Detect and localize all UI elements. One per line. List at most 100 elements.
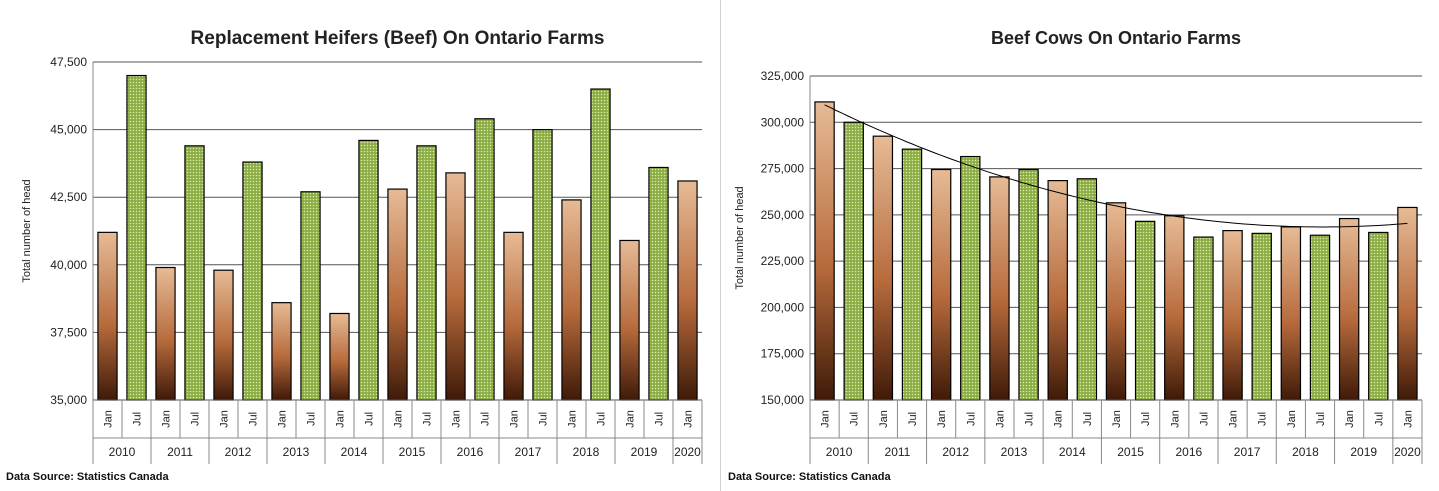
bar-jul: [1018, 168, 1039, 401]
month-tick-label: Jan: [451, 410, 463, 428]
chart-title: Beef Cows On Ontario Farms: [991, 28, 1241, 48]
y-tick-label: 40,000: [50, 258, 87, 272]
bar-jul: [242, 161, 263, 401]
bar-jul: [1076, 178, 1098, 401]
panel-divider: [720, 0, 721, 491]
y-tick-label: 175,000: [761, 347, 805, 361]
bar-jul: [1251, 232, 1272, 401]
year-tick-label: 2020: [1394, 445, 1421, 459]
bar-jul: [358, 139, 379, 401]
month-tick-label: Jul: [190, 412, 202, 426]
month-tick-label: Jan: [509, 410, 521, 428]
y-axis-label: Total number of head: [21, 179, 33, 282]
month-tick-label: Jan: [1286, 410, 1298, 428]
bar-jan: [1338, 217, 1360, 401]
heifers-chart-panel: Replacement Heifers (Beef) On Ontario Fa…: [6, 28, 703, 483]
bar-jul: [843, 121, 864, 401]
year-tick-label: 2010: [826, 445, 853, 459]
year-tick-label: 2017: [1234, 445, 1261, 459]
beef-cows-data-source: Data Source: Statistics Canada: [728, 471, 891, 483]
month-tick-label: Jul: [1257, 412, 1269, 426]
month-tick-label: Jul: [849, 412, 861, 426]
y-tick-label: 45,000: [50, 123, 87, 137]
bar-jan: [503, 231, 524, 401]
month-tick-label: Jul: [596, 412, 608, 426]
month-tick-label: Jul: [422, 412, 434, 426]
heifers-data-source: Data Source: Statistics Canada: [6, 471, 169, 483]
month-tick-label: Jul: [132, 412, 144, 426]
bar-jul: [416, 145, 437, 401]
month-tick-label: Jul: [1198, 412, 1210, 426]
month-tick-label: Jan: [683, 410, 695, 428]
bar-jan: [989, 176, 1010, 401]
heifers-chart: Replacement Heifers (Beef) On Ontario Fa…: [21, 28, 703, 464]
year-tick-label: 2016: [1176, 445, 1203, 459]
year-tick-label: 2016: [457, 445, 484, 459]
y-tick-label: 150,000: [761, 393, 805, 407]
month-tick-label: Jan: [567, 410, 579, 428]
bar-jan: [271, 302, 292, 401]
bar-jan: [1164, 215, 1185, 401]
month-tick-label: Jan: [1111, 410, 1123, 428]
bar-jul: [1309, 234, 1331, 401]
year-tick-label: 2020: [674, 445, 701, 459]
month-tick-label: Jul: [306, 412, 318, 426]
year-tick-label: 2019: [1350, 445, 1377, 459]
y-tick-label: 325,000: [761, 69, 805, 83]
bar-jul: [648, 166, 669, 401]
month-tick-label: Jan: [1228, 410, 1240, 428]
month-tick-label: Jan: [994, 410, 1006, 428]
beef-cows-chart-panel: Beef Cows On Ontario Farms 150,000 175,000…: [722, 0, 1439, 491]
month-tick-label: Jul: [654, 412, 666, 426]
bar-jul: [126, 74, 147, 401]
year-tick-label: 2018: [1292, 445, 1319, 459]
bar-jul: [532, 129, 553, 401]
y-tick-label: 275,000: [761, 162, 805, 176]
bar-jan: [814, 101, 835, 401]
month-tick-label: Jan: [335, 410, 347, 428]
month-tick-label: Jul: [1024, 412, 1036, 426]
trendline: [824, 104, 1408, 228]
month-tick-label: Jan: [936, 410, 948, 428]
month-tick-label: Jul: [364, 412, 376, 426]
bar-jul: [960, 155, 981, 401]
y-tick-label: 300,000: [761, 115, 805, 129]
bar-jan: [1397, 206, 1418, 401]
y-axis-label: Total number of head: [734, 186, 746, 289]
y-tick-label: 225,000: [761, 254, 805, 268]
month-tick-label: Jul: [248, 412, 260, 426]
year-tick-label: 2012: [225, 445, 252, 459]
bar-jan: [1047, 180, 1068, 401]
month-tick-label: Jul: [1315, 412, 1327, 426]
bar-jul: [300, 191, 321, 401]
month-tick-label: Jul: [965, 412, 977, 426]
bar-jul: [1368, 231, 1389, 401]
month-tick-label: Jan: [103, 410, 115, 428]
month-tick-label: Jul: [1140, 412, 1152, 426]
year-tick-label: 2011: [885, 445, 911, 459]
bar-jul: [901, 148, 923, 401]
bar-jan: [1105, 202, 1127, 401]
y-tick-label: 35,000: [50, 393, 87, 407]
month-tick-label: Jan: [219, 410, 231, 428]
year-tick-label: 2015: [399, 445, 426, 459]
year-tick-label: 2017: [515, 445, 542, 459]
bar-jul: [1193, 236, 1214, 401]
bar-jan: [1280, 226, 1302, 401]
bar-jan: [619, 239, 640, 401]
month-tick-label: Jan: [161, 410, 173, 428]
month-tick-label: Jan: [393, 410, 405, 428]
bar-jan: [561, 199, 582, 401]
month-tick-label: Jan: [1053, 410, 1065, 428]
bar-jan: [155, 266, 176, 401]
bar-jan: [1222, 229, 1243, 401]
year-tick-label: 2013: [1001, 445, 1028, 459]
year-tick-label: 2018: [573, 445, 600, 459]
y-tick-label: 37,500: [50, 325, 87, 339]
year-tick-label: 2014: [1059, 445, 1086, 459]
year-tick-label: 2011: [167, 445, 193, 459]
bar-jan: [213, 269, 234, 401]
bar-jan: [677, 180, 698, 401]
month-tick-label: Jan: [1402, 410, 1414, 428]
bar-jan: [387, 188, 408, 401]
